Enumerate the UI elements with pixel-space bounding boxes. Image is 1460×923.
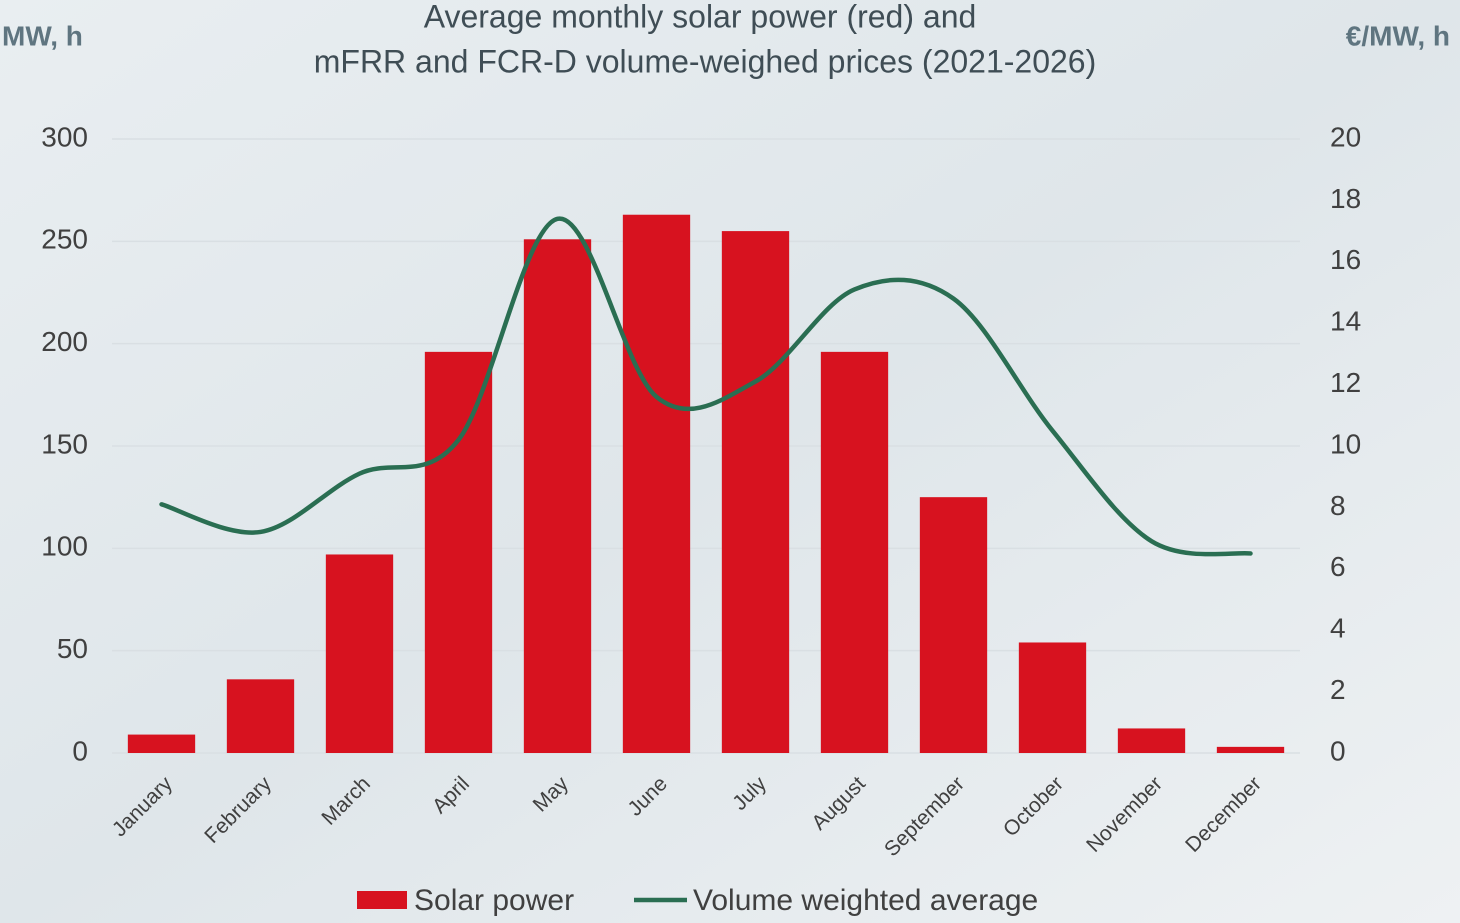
y2-tick-label: 14: [1330, 306, 1361, 337]
bar: [425, 352, 492, 753]
y2-tick-label: 12: [1330, 367, 1361, 398]
y-tick-label: 300: [41, 121, 88, 152]
y-tick-label: 200: [41, 326, 88, 357]
y2-tick-label: 20: [1330, 121, 1361, 152]
bar: [326, 554, 393, 753]
chart: Average monthly solar power (red) and mF…: [0, 0, 1460, 923]
y-tick-label: 150: [41, 428, 88, 459]
y2-tick-label: 6: [1330, 551, 1346, 582]
y2-tick-label: 16: [1330, 244, 1361, 275]
legend-swatch: [357, 891, 407, 909]
y2-tick-label: 10: [1330, 428, 1361, 459]
y-tick-label: 0: [72, 735, 88, 766]
chart-title: Average monthly solar power (red) and: [424, 0, 977, 34]
y-tick-label: 250: [41, 224, 88, 255]
bar: [1019, 642, 1086, 753]
y2-axis-title: €/MW, h: [1346, 20, 1450, 51]
legend-label: Solar power: [414, 884, 574, 917]
y2-tick-label: 8: [1330, 490, 1346, 521]
y2-tick-label: 2: [1330, 674, 1346, 705]
bar: [1118, 728, 1185, 753]
y-tick-label: 50: [57, 633, 88, 664]
chart-title: mFRR and FCR-D volume-weighed prices (20…: [314, 43, 1097, 79]
bar: [920, 497, 987, 753]
y2-tick-label: 4: [1330, 613, 1346, 644]
y-axis-title: MW, h: [2, 20, 83, 51]
bar: [623, 215, 690, 753]
bar: [821, 352, 888, 753]
page: {"chart_data": { "type": "combo", "title…: [0, 0, 1460, 923]
y2-tick-label: 18: [1330, 183, 1361, 214]
bar: [722, 231, 789, 753]
bar: [128, 735, 195, 753]
bar: [227, 679, 294, 753]
y2-tick-label: 0: [1330, 735, 1346, 766]
bar: [524, 239, 591, 753]
y-tick-label: 100: [41, 531, 88, 562]
legend-label: Volume weighted average: [693, 884, 1038, 917]
bar: [1217, 747, 1284, 753]
